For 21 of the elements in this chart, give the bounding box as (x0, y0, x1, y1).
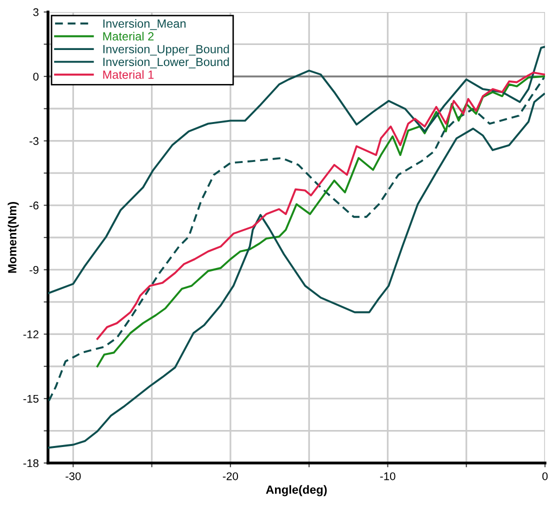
x-tick-label: -30 (66, 472, 81, 480)
y-tick-label: -12 (23, 330, 38, 338)
line-series (48, 93, 545, 449)
legend-label: Material 1 (103, 70, 154, 79)
y-tick-label: -15 (23, 394, 39, 403)
y-axis-title: Moment(Nm) (8, 202, 19, 273)
y-tick-label: -3 (30, 137, 38, 145)
legend-label: Inversion_Mean (103, 19, 186, 30)
y-tick-label: 3 (33, 8, 38, 16)
legend-label: Inversion_Upper_Bound (103, 44, 229, 56)
y-tick-label: -18 (23, 459, 38, 468)
y-tick-label: 0 (33, 72, 39, 81)
legend-label: Inversion_Lower_Bound (103, 57, 229, 68)
x-tick-label: 0 (542, 472, 548, 480)
x-axis-title: Angle(deg) (266, 485, 327, 496)
legend-label: Material 2 (103, 32, 154, 41)
y-tick-label: -9 (30, 266, 38, 274)
x-tick-label: -20 (222, 472, 238, 480)
y-tick-label: -6 (30, 202, 38, 210)
line-series (48, 46, 545, 294)
x-tick-label: -10 (380, 472, 396, 480)
